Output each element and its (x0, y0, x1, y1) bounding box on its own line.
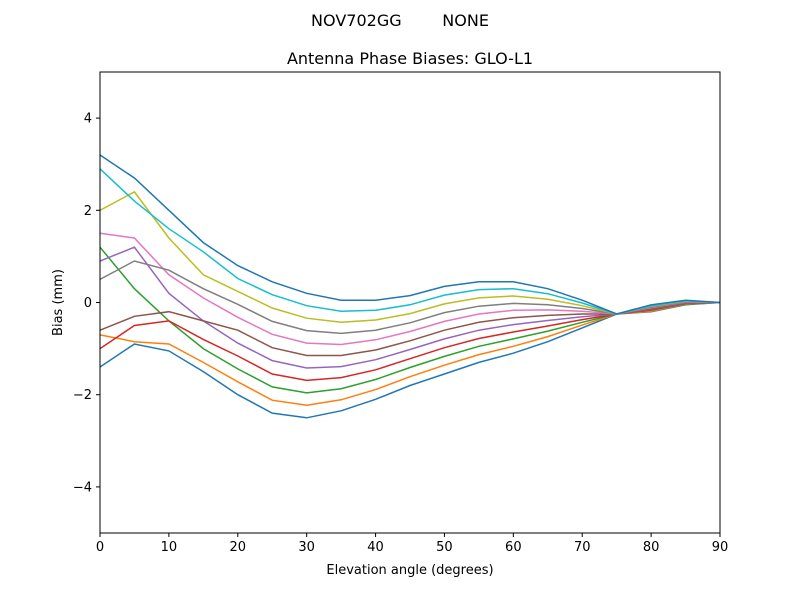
series-line-s11 (100, 154, 720, 315)
series-line-s8 (100, 260, 720, 335)
y-tick-label: −4 (73, 480, 92, 495)
y-axis-label: Bias (mm) (51, 269, 66, 336)
x-tick-label: 50 (436, 540, 453, 555)
x-axis-label: Elevation angle (degrees) (326, 563, 493, 578)
series-line-s10 (100, 168, 720, 315)
x-tick-label: 0 (96, 540, 104, 555)
y-axis: −4 −2 0 2 4 (73, 112, 100, 495)
x-tick-label: 10 (161, 540, 178, 555)
y-tick-label: −2 (73, 388, 92, 403)
x-tick-label: 20 (230, 540, 247, 555)
x-tick-label: 80 (643, 540, 660, 555)
y-tick-label: 4 (84, 112, 92, 127)
series-line-s6 (100, 301, 720, 357)
x-tick-label: 40 (367, 540, 384, 555)
x-tick-label: 70 (574, 540, 591, 555)
chart-suptitle: NOV702GG NONE (311, 11, 489, 30)
series-lines (100, 154, 720, 419)
series-line-s3 (100, 246, 720, 394)
series-line-s9 (100, 190, 720, 324)
x-tick-label: 90 (712, 540, 729, 555)
y-tick-label: 0 (84, 296, 92, 311)
chart-title: Antenna Phase Biases: GLO-L1 (287, 49, 533, 68)
x-axis: 0 10 20 30 40 50 60 70 80 90 (96, 533, 728, 555)
x-tick-label: 60 (505, 540, 522, 555)
y-tick-label: 2 (84, 204, 92, 219)
x-tick-label: 30 (298, 540, 315, 555)
plot-frame (99, 71, 721, 534)
series-line-s5 (100, 246, 720, 369)
series-line-s1 (100, 301, 720, 419)
series-line-s7 (100, 232, 720, 346)
